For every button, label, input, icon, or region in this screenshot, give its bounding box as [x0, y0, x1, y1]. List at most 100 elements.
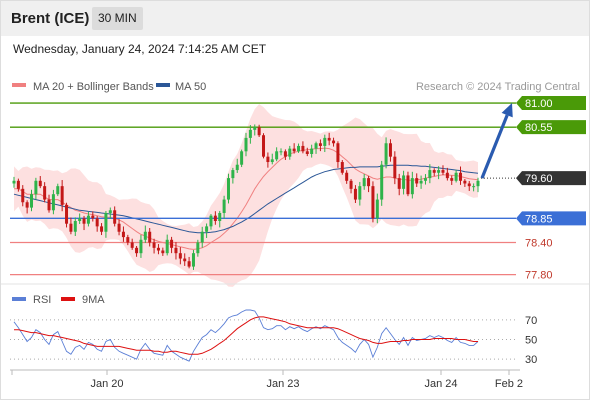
candle-body	[353, 188, 357, 200]
level-label-79.60: 79.60	[525, 173, 553, 185]
candle-body	[371, 186, 375, 219]
candle-body	[318, 143, 322, 146]
candle-body	[78, 218, 82, 222]
rsi-legend-label: RSI	[33, 294, 51, 306]
candle-body	[362, 178, 366, 187]
x-axis: Jan 20 Jan 23 Jan 24 Feb 2	[10, 369, 523, 390]
level-label-78.40: 78.40	[525, 237, 553, 249]
candle-body	[380, 164, 384, 200]
candle-body	[100, 226, 104, 232]
rsi-level-label-70: 70	[525, 315, 537, 327]
candle-body	[126, 237, 130, 243]
x-tick-label: Feb 2	[495, 378, 523, 390]
candle-body	[428, 170, 432, 179]
candle-body	[432, 170, 436, 173]
candle-body	[218, 212, 222, 222]
rsi-ma-legend-label: 9MA	[82, 294, 105, 306]
level-badge-81.00	[516, 96, 586, 111]
candle-body	[82, 218, 86, 224]
rsi-legend-swatch	[12, 297, 26, 301]
candle-body	[200, 231, 204, 243]
candle-body	[367, 178, 371, 187]
candle-body	[257, 127, 261, 136]
rsi-line	[13, 309, 479, 362]
candle-body	[305, 151, 309, 154]
candle-body	[86, 215, 90, 224]
rsi-level-label-30: 30	[525, 354, 537, 366]
candle-body	[388, 143, 392, 157]
ma50-legend-label: MA 50	[175, 81, 206, 93]
candle-body	[65, 204, 69, 224]
candle-body	[196, 242, 200, 254]
candle-body	[310, 148, 314, 154]
candle-body	[248, 129, 252, 138]
candle-body	[113, 210, 117, 224]
ma50-legend-swatch	[156, 83, 170, 87]
candle-body	[148, 231, 152, 243]
candle-body	[340, 162, 344, 173]
candle-body	[161, 250, 165, 254]
candle-body	[463, 180, 467, 184]
rsi-ma-legend-swatch	[61, 297, 75, 301]
candle-body	[467, 183, 471, 187]
rsi-legend: RSI 9MA	[12, 294, 105, 306]
candle-body	[209, 215, 213, 227]
candle-body	[450, 178, 454, 181]
candle-body	[279, 151, 283, 153]
candlesticks	[12, 124, 480, 270]
candle-body	[283, 151, 287, 157]
chart-datetime: Wednesday, January 24, 2024 7:14:25 AM C…	[13, 42, 267, 56]
candle-body	[332, 140, 336, 144]
candle-body	[266, 156, 270, 163]
candle-body	[174, 247, 178, 254]
candle-body	[423, 178, 427, 181]
candle-body	[262, 135, 266, 157]
candle-body	[336, 143, 340, 163]
candle-body	[458, 172, 462, 181]
candle-body	[30, 194, 34, 208]
candle-body	[445, 172, 449, 179]
x-tick-label: Jan 20	[90, 378, 123, 390]
candle-body	[402, 175, 406, 189]
ma20-legend-swatch	[12, 83, 26, 87]
price-levels	[10, 102, 516, 276]
candle-body	[16, 180, 20, 189]
candle-body	[152, 242, 156, 248]
candle-body	[345, 172, 349, 181]
bollinger-band	[14, 104, 478, 287]
candle-body	[472, 186, 476, 188]
candle-body	[25, 202, 29, 208]
level-badge-78.85	[516, 211, 586, 226]
x-tick-label: Jan 24	[424, 378, 457, 390]
candle-body	[38, 180, 42, 187]
candle-body	[165, 239, 169, 254]
candle-body	[135, 247, 139, 254]
candle-body	[156, 247, 160, 251]
candle-body	[476, 180, 480, 187]
candle-body	[297, 145, 301, 152]
price-legend: MA 20 + Bollinger Bands MA 50 Research ©…	[12, 81, 580, 93]
level-labels: 81.00 80.55 79.60 78.85 78.40 77.80	[516, 96, 586, 282]
projection-arrow	[480, 103, 513, 179]
candle-body	[95, 218, 99, 227]
candle-body	[410, 178, 414, 195]
timeframe-badge[interactable]: 30 MIN	[92, 7, 143, 30]
rsi-panel: 70 50 30	[10, 309, 537, 366]
candle-body	[183, 258, 187, 262]
candle-body	[205, 226, 209, 232]
rsi-ma-line	[14, 316, 478, 355]
level-badge-79.60	[516, 171, 586, 186]
candle-body	[415, 178, 419, 184]
candle-body	[43, 186, 47, 200]
ma50-line	[13, 164, 479, 234]
candle-body	[21, 188, 25, 203]
candle-body	[226, 178, 230, 200]
x-tick-label: Jan 23	[266, 378, 299, 390]
bollinger-band-area	[14, 104, 478, 287]
candle-body	[406, 175, 410, 195]
candle-body	[187, 261, 191, 267]
candle-body	[393, 156, 397, 179]
candle-body	[240, 151, 244, 165]
candle-body	[117, 223, 121, 232]
